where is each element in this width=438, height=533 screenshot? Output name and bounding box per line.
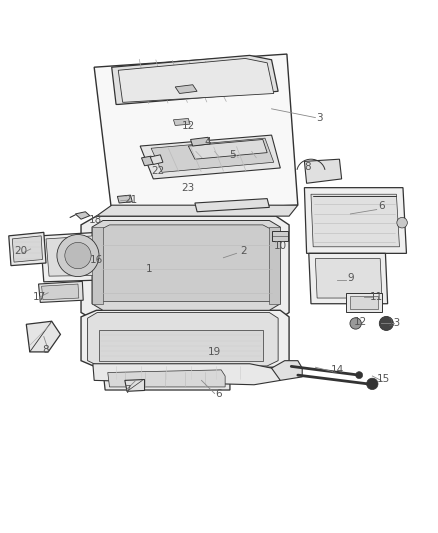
Polygon shape xyxy=(103,366,230,390)
Polygon shape xyxy=(269,227,280,304)
Polygon shape xyxy=(26,321,60,352)
Polygon shape xyxy=(141,156,154,166)
Text: 3: 3 xyxy=(316,112,323,123)
Circle shape xyxy=(367,378,378,390)
Polygon shape xyxy=(75,212,90,219)
Polygon shape xyxy=(88,312,278,366)
Polygon shape xyxy=(195,199,269,212)
Polygon shape xyxy=(39,281,83,302)
Text: 6: 6 xyxy=(215,390,222,399)
Text: 12: 12 xyxy=(182,122,195,131)
Polygon shape xyxy=(108,370,225,387)
Polygon shape xyxy=(94,54,298,212)
Text: 6: 6 xyxy=(378,201,385,212)
Circle shape xyxy=(65,243,91,269)
Text: 2: 2 xyxy=(240,246,247,256)
Polygon shape xyxy=(40,231,113,282)
Polygon shape xyxy=(150,155,163,165)
Text: 7: 7 xyxy=(124,385,131,395)
Text: 9: 9 xyxy=(347,273,354,283)
Text: 22: 22 xyxy=(151,166,164,176)
Text: 21: 21 xyxy=(124,196,137,205)
Text: 5: 5 xyxy=(229,150,236,160)
Polygon shape xyxy=(93,364,280,385)
Polygon shape xyxy=(9,232,46,265)
Polygon shape xyxy=(99,330,263,361)
Circle shape xyxy=(350,318,361,329)
Polygon shape xyxy=(96,205,298,216)
Text: 11: 11 xyxy=(370,292,383,302)
Text: 12: 12 xyxy=(353,317,367,327)
Polygon shape xyxy=(92,227,103,304)
Polygon shape xyxy=(92,221,280,310)
Polygon shape xyxy=(117,195,132,203)
Polygon shape xyxy=(125,379,145,391)
Polygon shape xyxy=(81,310,289,367)
Text: 20: 20 xyxy=(14,246,28,256)
Polygon shape xyxy=(173,118,190,125)
Polygon shape xyxy=(175,85,197,93)
Polygon shape xyxy=(315,259,382,298)
Polygon shape xyxy=(42,284,79,300)
Polygon shape xyxy=(309,253,388,304)
Circle shape xyxy=(397,217,407,228)
Polygon shape xyxy=(118,59,274,102)
Text: 23: 23 xyxy=(182,183,195,192)
Polygon shape xyxy=(99,225,274,302)
Text: 10: 10 xyxy=(274,241,287,252)
Text: 8: 8 xyxy=(42,345,49,355)
Polygon shape xyxy=(304,188,406,253)
Text: 4: 4 xyxy=(204,137,211,147)
Polygon shape xyxy=(140,135,280,179)
Text: 1: 1 xyxy=(145,264,152,273)
Text: 8: 8 xyxy=(304,162,311,172)
Polygon shape xyxy=(151,138,274,172)
Circle shape xyxy=(57,235,99,277)
Polygon shape xyxy=(304,159,342,183)
Polygon shape xyxy=(350,296,378,310)
Polygon shape xyxy=(311,194,399,247)
Polygon shape xyxy=(272,361,302,381)
Text: 16: 16 xyxy=(90,255,103,265)
Text: 17: 17 xyxy=(33,292,46,302)
Polygon shape xyxy=(191,138,210,146)
Polygon shape xyxy=(272,231,288,241)
Polygon shape xyxy=(112,55,278,104)
Circle shape xyxy=(356,372,363,378)
Text: 18: 18 xyxy=(89,215,102,224)
Polygon shape xyxy=(12,236,42,262)
Text: 13: 13 xyxy=(388,318,401,328)
Polygon shape xyxy=(46,235,108,276)
Circle shape xyxy=(379,317,393,330)
Polygon shape xyxy=(188,140,267,159)
Text: 15: 15 xyxy=(377,374,390,384)
Polygon shape xyxy=(346,293,382,312)
Text: 19: 19 xyxy=(208,347,221,357)
Text: 14: 14 xyxy=(331,365,344,375)
Polygon shape xyxy=(81,216,289,321)
